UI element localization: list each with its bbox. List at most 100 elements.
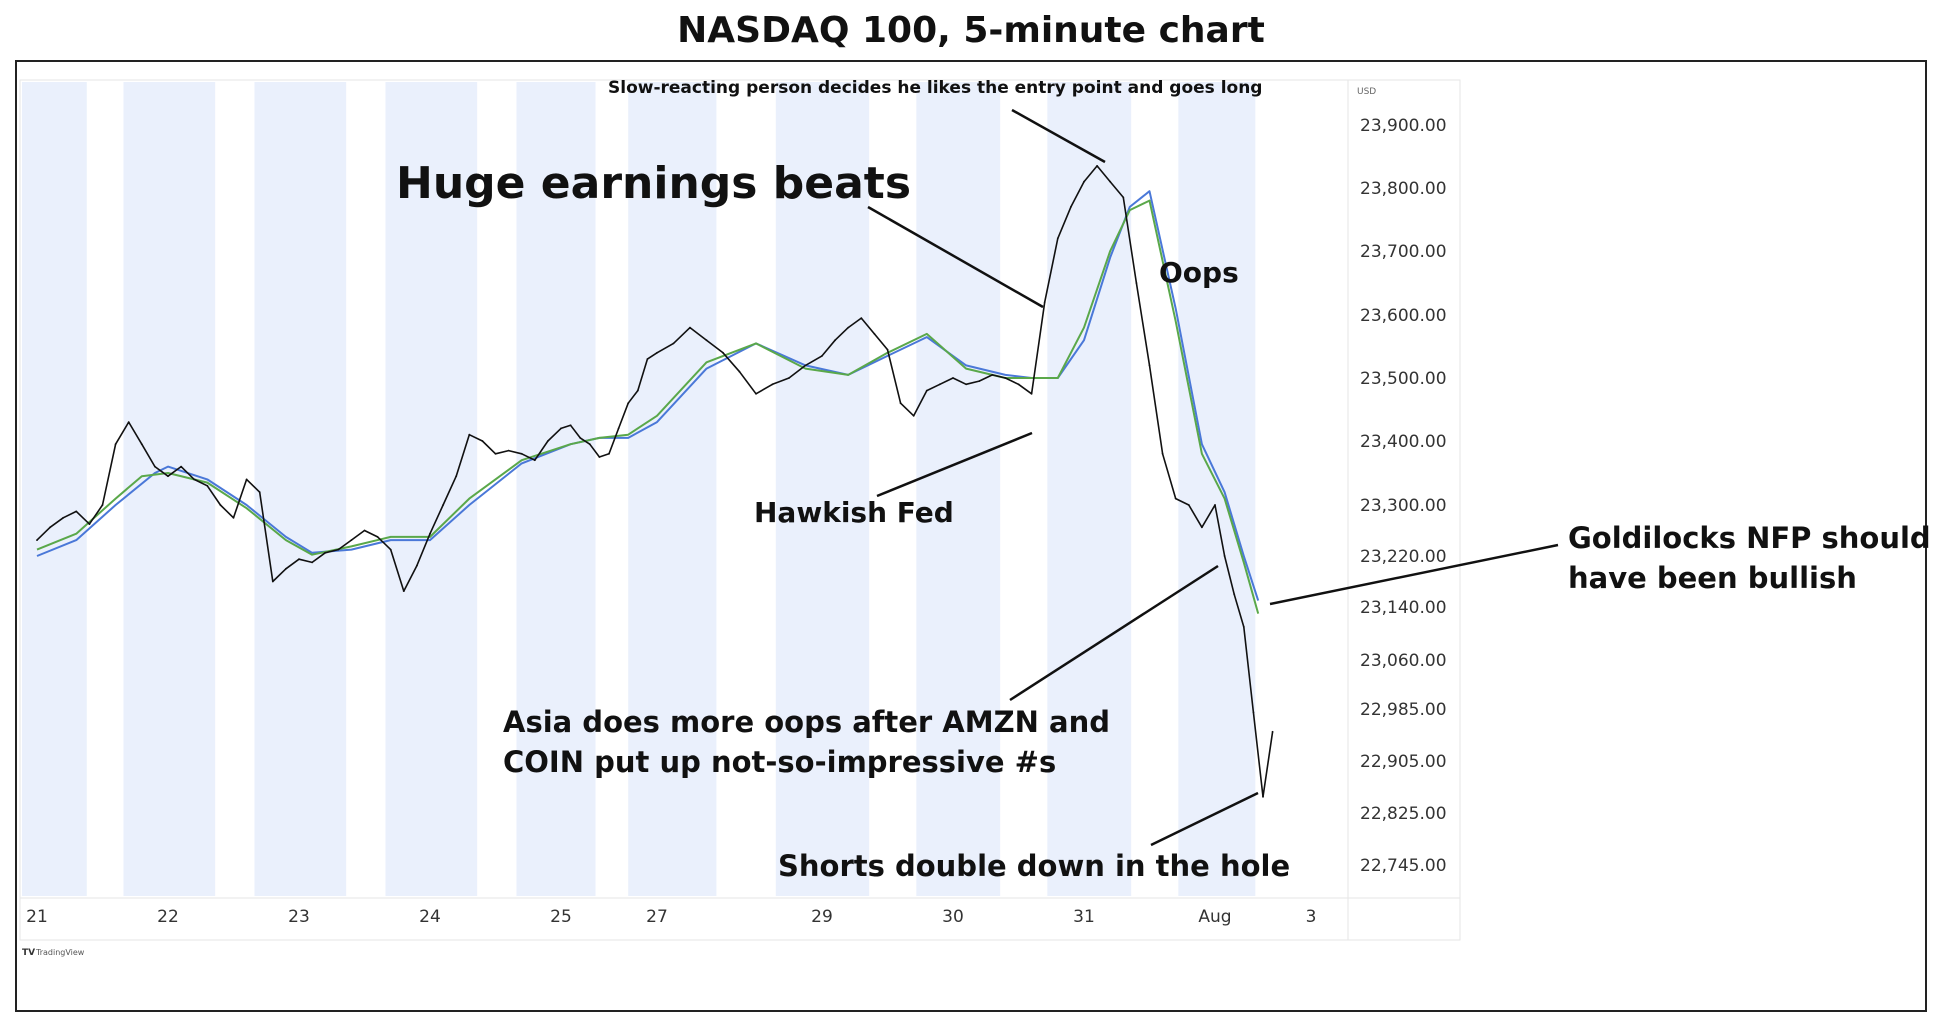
price-point <box>219 504 222 506</box>
price-point <box>1161 452 1164 455</box>
price-point <box>324 551 327 554</box>
price-point <box>1262 795 1264 798</box>
x-tick-label: 21 <box>26 907 48 927</box>
price-point <box>101 504 104 506</box>
price-point <box>1187 504 1190 506</box>
price-point <box>738 370 741 373</box>
price-point <box>569 424 572 427</box>
x-tick-label: 24 <box>419 907 441 927</box>
price-point <box>925 389 928 392</box>
annotation-oops: Oops <box>1159 256 1239 289</box>
x-tick-label: 25 <box>550 907 572 927</box>
annotation-asia-line2: COIN put up not-so-impressive #s <box>503 745 1056 779</box>
y-tick-label: 23,900.00 <box>1360 116 1447 136</box>
session-shading <box>22 82 1256 896</box>
series-line-ma_fast <box>36 199 1260 614</box>
price-point <box>547 440 549 442</box>
price-point <box>705 339 708 342</box>
price-point <box>1043 301 1046 304</box>
y-axis: 23,900.00 23,800.00 23,700.00 23,600.00 23,5… <box>1360 116 1447 876</box>
y-tick-label: 22,985.00 <box>1360 700 1447 720</box>
price-point <box>180 465 183 468</box>
y-tick-label: 23,400.00 <box>1360 432 1447 452</box>
leader-asia <box>1009 564 1219 702</box>
price-point <box>771 383 774 386</box>
price-point <box>258 491 261 494</box>
price-point <box>788 377 790 379</box>
price-point <box>114 443 117 446</box>
price-point <box>755 392 757 395</box>
session-band-0 <box>22 82 87 896</box>
session-band-7 <box>916 82 1001 896</box>
price-point <box>912 414 915 417</box>
y-tick-label: 22,905.00 <box>1360 752 1447 772</box>
price-point <box>1056 237 1059 240</box>
session-band-5 <box>628 82 717 896</box>
price-point <box>507 449 510 452</box>
leader-goldilocks <box>1269 543 1559 606</box>
price-point <box>363 529 366 532</box>
price-point <box>232 516 235 519</box>
price-point <box>821 355 823 357</box>
price-point <box>245 478 248 481</box>
price-point <box>939 383 941 386</box>
price-point <box>860 317 863 319</box>
price-point <box>337 548 340 551</box>
price-point <box>533 459 536 462</box>
price-point <box>978 380 981 382</box>
price-point <box>1252 711 1255 714</box>
price-point <box>952 377 954 379</box>
price-point <box>656 351 658 354</box>
price-point <box>991 374 994 376</box>
x-tick-label: 22 <box>157 907 179 927</box>
price-point <box>494 452 497 455</box>
price-point <box>873 333 876 335</box>
annotation-goldilocks-line1: Goldilocks NFP should <box>1568 521 1931 555</box>
price-point <box>722 351 724 354</box>
series-layer <box>36 165 1274 798</box>
x-axis: 21 22 23 24 25 27 29 30 31 Aug 3 <box>26 907 1316 927</box>
x-tick-label: Aug <box>1198 907 1231 927</box>
price-point <box>1214 504 1216 506</box>
price-point <box>1083 180 1085 183</box>
y-tick-label: 22,745.00 <box>1360 856 1447 876</box>
price-point <box>350 539 353 541</box>
price-point <box>416 564 418 567</box>
y-tick-label: 23,800.00 <box>1360 179 1447 199</box>
annotation-slow-reacting: Slow-reacting person decides he likes th… <box>608 78 1262 98</box>
annotation-shorts: Shorts double down in the hole <box>778 849 1290 883</box>
session-band-9 <box>1178 82 1256 896</box>
leader-slow-reacting <box>1011 108 1106 164</box>
price-point <box>804 364 807 367</box>
y-tick-label: 23,140.00 <box>1360 598 1447 618</box>
price-point <box>468 433 471 436</box>
annotation-hawkish: Hawkish Fed <box>754 496 954 529</box>
price-point <box>1109 180 1112 183</box>
tradingview-wordmark: TradingView <box>35 948 85 957</box>
y-tick-label: 22,825.00 <box>1360 804 1447 824</box>
price-point <box>847 326 850 329</box>
price-point <box>62 516 65 519</box>
y-tick-label: 23,700.00 <box>1360 242 1447 262</box>
price-point <box>389 548 392 551</box>
price-point <box>1223 555 1226 557</box>
price-point <box>598 456 601 458</box>
price-point <box>899 402 902 405</box>
price-point <box>1271 730 1274 733</box>
price-point <box>965 383 967 386</box>
y-tick-label: 23,220.00 <box>1360 547 1447 567</box>
price-point <box>455 475 458 478</box>
price-point <box>298 558 300 561</box>
price-point <box>579 437 582 439</box>
y-tick-label: 23,600.00 <box>1360 306 1447 326</box>
price-point <box>1135 282 1138 284</box>
price-point <box>617 427 620 430</box>
tradingview-mark-icon: TV <box>22 948 35 958</box>
series-line-ma_slow <box>36 190 1260 601</box>
price-point <box>1148 364 1151 367</box>
price-point <box>636 389 639 392</box>
x-tick-label: 23 <box>288 907 310 927</box>
price-point <box>1030 392 1033 395</box>
chart-frame <box>15 60 1927 1012</box>
